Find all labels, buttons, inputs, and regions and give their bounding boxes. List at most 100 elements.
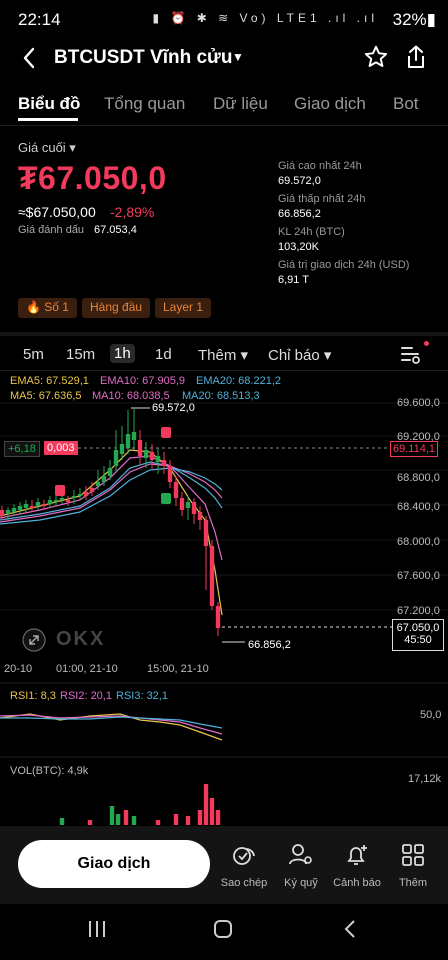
trade-marker bbox=[161, 493, 171, 504]
grid-icon bbox=[402, 844, 424, 866]
rsi3-label: RSI3: 32,1 bbox=[116, 690, 168, 702]
share-icon[interactable] bbox=[404, 44, 428, 75]
okx-watermark: OKX bbox=[56, 628, 106, 650]
rsi3-line bbox=[0, 716, 223, 729]
last-price-box: 67.050,0 45:50 bbox=[392, 619, 444, 651]
battery-indicator: 32%▮ bbox=[392, 10, 436, 29]
more-button[interactable]: Thêm bbox=[385, 842, 441, 889]
candle-body bbox=[47, 500, 53, 504]
chart-settings-icon[interactable] bbox=[400, 344, 422, 369]
chart-svg[interactable] bbox=[0, 370, 448, 826]
ma5-label: MA5: 67.636,5 bbox=[10, 390, 82, 402]
candle-body bbox=[167, 466, 173, 482]
high-price-label: 69.572,0 bbox=[152, 402, 195, 414]
crosshair-price: 69.114,1 bbox=[390, 441, 439, 457]
back-nav-icon[interactable] bbox=[340, 918, 362, 946]
tab-bot[interactable]: Bot bbox=[393, 94, 419, 113]
candle-body bbox=[107, 468, 113, 476]
margin-button[interactable]: Ký quỹ bbox=[273, 842, 329, 889]
back-arrow-icon[interactable] bbox=[22, 47, 36, 75]
candle-countdown: 45:50 bbox=[404, 634, 432, 646]
copy-trade-button[interactable]: Sao chép bbox=[216, 842, 272, 889]
crosshair-value: 0,003 bbox=[44, 441, 78, 455]
candle-body bbox=[125, 434, 131, 448]
ma10-label: MA10: 68.038,5 bbox=[92, 390, 170, 402]
candle-body bbox=[23, 504, 29, 508]
candle-body bbox=[101, 476, 107, 482]
x-tick: 20-10 bbox=[4, 663, 33, 675]
volume-bar bbox=[203, 784, 209, 826]
pair-title[interactable]: BTCUSDT Vĩnh cửu bbox=[54, 47, 233, 68]
candle-body bbox=[143, 450, 149, 458]
candle-body bbox=[95, 482, 101, 486]
candle-body bbox=[203, 520, 209, 546]
volume-bar bbox=[209, 798, 215, 826]
tab-trade[interactable]: Giao dịch bbox=[294, 94, 366, 113]
interval-5m[interactable]: 5m bbox=[23, 346, 44, 363]
volume-bar bbox=[115, 814, 121, 826]
home-icon[interactable] bbox=[212, 918, 234, 946]
copy-trade-label: Sao chép bbox=[220, 877, 268, 889]
candle-body bbox=[173, 482, 179, 498]
star-icon[interactable] bbox=[363, 44, 389, 77]
indicators-selector[interactable]: Chỉ báo ▾ bbox=[268, 347, 332, 364]
chevron-down-icon[interactable]: ▼ bbox=[232, 50, 244, 64]
tab-chart[interactable]: Biểu đồ bbox=[18, 94, 81, 113]
x-tick: 15:00, 21-10 bbox=[147, 663, 209, 675]
layer1-badge[interactable]: Layer 1 bbox=[155, 298, 212, 318]
price-change: -2,89% bbox=[110, 204, 155, 220]
alert-button[interactable]: Cảnh báo bbox=[329, 842, 385, 889]
x-tick: 01:00, 21-10 bbox=[56, 663, 118, 675]
candle-body bbox=[155, 456, 161, 462]
rank-badge[interactable]: 🔥 Số 1 bbox=[18, 298, 77, 318]
candle-body bbox=[191, 502, 197, 514]
trade-button[interactable]: Giao dịch bbox=[18, 840, 210, 888]
moving-average-line bbox=[0, 467, 223, 525]
system-nav-bar bbox=[0, 904, 448, 960]
candle-body bbox=[161, 460, 167, 466]
volume-bar bbox=[109, 806, 115, 826]
moving-average-line bbox=[0, 461, 223, 521]
volume-bar bbox=[87, 820, 93, 826]
interval-more[interactable]: Thêm ▾ bbox=[198, 347, 249, 364]
low-24h-label: Giá thấp nhất 24h bbox=[278, 193, 366, 205]
ma20-label: MA20: 68.513,3 bbox=[182, 390, 260, 402]
divider bbox=[0, 125, 448, 126]
copy-trade-icon bbox=[233, 847, 255, 865]
recent-apps-icon[interactable] bbox=[86, 918, 108, 946]
last-price: ₮67.050,0 bbox=[18, 160, 167, 196]
volume-bar bbox=[123, 810, 129, 826]
interval-1h[interactable]: 1h bbox=[110, 344, 135, 363]
ema10-label: EMA10: 67.905,9 bbox=[100, 375, 186, 387]
y-tick: 69.200,0 bbox=[397, 431, 440, 443]
candle-body bbox=[5, 510, 11, 514]
top-badge[interactable]: Hàng đầu bbox=[82, 298, 151, 318]
y-tick: 69.600,0 bbox=[397, 397, 440, 409]
rsi1-label: RSI1: 8,3 bbox=[10, 690, 56, 702]
tab-data[interactable]: Dữ liệu bbox=[213, 94, 268, 113]
candle-body bbox=[77, 494, 83, 496]
candle-body bbox=[131, 432, 137, 440]
rsi2-label: RSI2: 20,1 bbox=[60, 690, 112, 702]
fullscreen-icon[interactable] bbox=[22, 628, 46, 657]
candle-body bbox=[197, 512, 203, 520]
volume-tick: 17,12k bbox=[408, 773, 442, 785]
interval-1d[interactable]: 1d bbox=[155, 346, 172, 363]
y-tick: 68.400,0 bbox=[397, 501, 440, 513]
candle-body bbox=[71, 496, 77, 498]
interval-15m[interactable]: 15m bbox=[66, 346, 96, 363]
turnover-24h-value: 6,91 T bbox=[278, 274, 309, 286]
trade-marker bbox=[55, 485, 65, 496]
high-24h-label: Giá cao nhất 24h bbox=[278, 160, 362, 172]
candle-body bbox=[17, 506, 23, 510]
candle-body bbox=[53, 500, 59, 502]
moving-average-line bbox=[0, 463, 223, 523]
price-type-selector[interactable]: Giá cuối ▾ bbox=[18, 140, 76, 155]
candle-body bbox=[11, 508, 17, 512]
tab-overview[interactable]: Tổng quan bbox=[104, 94, 186, 113]
candle-body bbox=[35, 502, 41, 506]
candlestick-chart[interactable] bbox=[0, 370, 448, 826]
candle-body bbox=[41, 504, 47, 506]
y-tick: 68.000,0 bbox=[397, 536, 440, 548]
candle-body bbox=[215, 606, 221, 628]
